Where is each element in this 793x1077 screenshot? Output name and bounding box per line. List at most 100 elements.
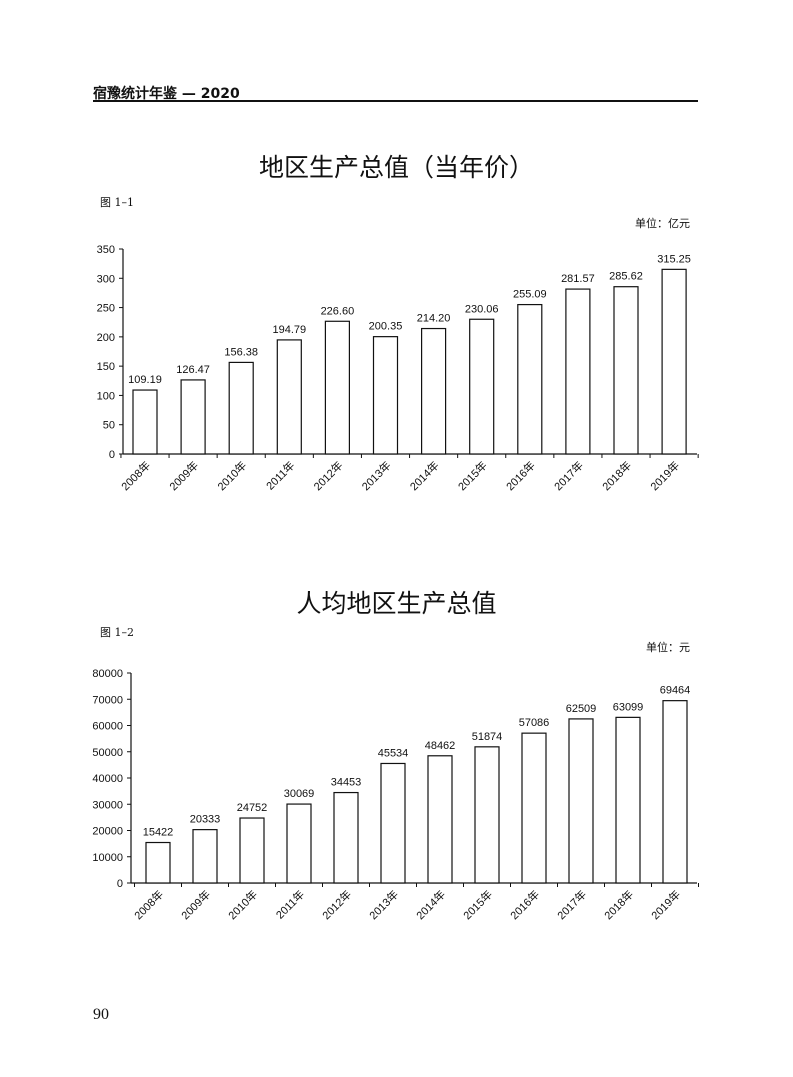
chart1-bar: [228, 361, 254, 455]
chart1-bar: [661, 268, 687, 455]
chart1-x-tick-label: 2017年: [551, 458, 586, 493]
chart1-data-label: 281.57: [561, 273, 595, 285]
chart2-data-label: 15422: [143, 827, 174, 839]
chart1-bar: [276, 339, 302, 455]
chart1-bar: [421, 327, 447, 455]
chart2-x-tick-label: 2010年: [225, 887, 260, 922]
chart1-x-tick-label: 2018年: [599, 458, 634, 493]
chart2-y-tick-label: 50000: [92, 747, 123, 759]
chart2-bar: [145, 841, 171, 884]
chart2-x-tick-label: 2016年: [507, 887, 542, 922]
chart2-y-tick-label: 70000: [92, 694, 123, 706]
chart1-data-label: 315.25: [657, 253, 691, 265]
chart1-x-tick-label: 2008年: [118, 458, 153, 493]
chart2-y-tick-label: 30000: [92, 799, 123, 811]
running-header: 宿豫统计年鉴 — 2020: [93, 86, 240, 102]
chart2-bar: [192, 829, 218, 884]
chart2-data-label: 69464: [660, 685, 691, 697]
chart1-bar: [613, 286, 639, 455]
chart2-bar: [662, 700, 688, 884]
chart1-data-label: 230.06: [465, 303, 499, 315]
chart1-bar: [565, 288, 591, 455]
chart1-bar: [132, 389, 158, 455]
chart1-x-tick-label: 2012年: [311, 458, 346, 493]
chart2-x-tick-label: 2008年: [131, 887, 166, 922]
chart1-y-tick-label: 350: [97, 244, 115, 256]
chart2-figure-label: 图 1–2: [100, 626, 134, 639]
chart2-bar: [474, 746, 500, 884]
chart2-data-label: 24752: [237, 802, 268, 814]
chart2-data-label: 45534: [378, 747, 409, 759]
chart2-bar: [521, 732, 547, 884]
chart1-y-tick-label: 50: [103, 420, 115, 432]
chart2-bar: [427, 755, 453, 884]
chart1-data-label: 156.38: [224, 346, 258, 358]
chart2-x-tick-label: 2018年: [601, 887, 636, 922]
chart2-x-tick-label: 2014年: [413, 887, 448, 922]
chart1-y-tick-label: 250: [97, 303, 115, 315]
chart1-x-tick-label: 2016年: [503, 458, 538, 493]
chart2-data-label: 51874: [472, 731, 503, 743]
chart2-data-label: 48462: [425, 740, 456, 752]
chart1-bar: [469, 318, 495, 455]
chart2-y-tick-label: 10000: [92, 852, 123, 864]
chart1-x-tick-label: 2011年: [263, 458, 297, 492]
chart2-data-label: 34453: [331, 777, 362, 789]
chart1-data-label: 200.35: [369, 321, 403, 333]
chart2-y-tick-label: 0: [117, 878, 123, 890]
chart2-y-tick-label: 60000: [92, 721, 123, 733]
chart1-data-label: 214.20: [417, 313, 451, 325]
chart2-bar: [239, 817, 265, 884]
chart1-data-label: 194.79: [272, 324, 306, 336]
chart2-x-tick-label: 2011年: [273, 887, 307, 921]
chart1-x-tick-label: 2019年: [647, 458, 682, 493]
chart2-y-tick-label: 40000: [92, 773, 123, 785]
header-rule: [93, 100, 698, 102]
chart2-title: 人均地区生产总值: [296, 589, 497, 618]
chart1-bar: [372, 336, 399, 455]
chart2-unit: 单位：元: [646, 641, 690, 654]
chart2-bar: [333, 791, 359, 884]
chart2-bar: [568, 718, 594, 884]
chart1-data-label: 285.62: [609, 271, 643, 283]
chart2-data-label: 63099: [613, 701, 644, 713]
chart2-x-tick-label: 2017年: [554, 887, 589, 922]
chart1-data-label: 109.19: [128, 374, 162, 386]
chart1-data-label: 126.47: [176, 364, 210, 376]
chart1-bar: [324, 320, 350, 455]
chart1-bar: [517, 303, 543, 455]
chart1-x-tick-label: 2014年: [407, 458, 442, 493]
chart2-bar: [615, 716, 641, 884]
chart1-data-label: 255.09: [513, 289, 547, 301]
chart1-data-label: 226.60: [321, 305, 355, 317]
chart2-x-tick-label: 2012年: [319, 887, 354, 922]
chart1-figure-label: 图 1–1: [100, 196, 134, 209]
chart1-x-tick-label: 2010年: [214, 458, 249, 493]
chart2-x-tick-label: 2009年: [178, 887, 213, 922]
chart1-unit: 单位：亿元: [635, 217, 690, 230]
chart2-bar: [286, 803, 312, 884]
chart1-title: 地区生产总值（当年价）: [258, 153, 534, 182]
chart2-x-tick-label: 2015年: [460, 887, 495, 922]
chart1-y-tick-label: 0: [109, 449, 115, 461]
chart1-y-tick-label: 300: [97, 273, 115, 285]
chart1-y-tick-label: 150: [97, 361, 115, 373]
chart2-data-label: 57086: [519, 717, 550, 729]
chart1-y-tick-label: 200: [97, 332, 115, 344]
chart1-y-tick-label: 100: [97, 390, 115, 402]
chart2-data-label: 30069: [284, 788, 315, 800]
chart2-data-label: 62509: [566, 703, 597, 715]
chart2-bar: [380, 762, 406, 884]
chart2-data-label: 20333: [190, 814, 221, 826]
chart1-x-tick-label: 2015年: [455, 458, 490, 493]
chart1-bar: [180, 379, 206, 455]
page-number: 90: [93, 1006, 109, 1023]
chart2-x-tick-label: 2019年: [648, 887, 683, 922]
chart2-y-tick-label: 20000: [92, 826, 123, 838]
chart2-y-tick-label: 80000: [92, 668, 123, 680]
chart1-x-tick-label: 2013年: [359, 458, 394, 493]
chart1-x-tick-label: 2009年: [166, 458, 201, 493]
chart2-x-tick-label: 2013年: [366, 887, 401, 922]
